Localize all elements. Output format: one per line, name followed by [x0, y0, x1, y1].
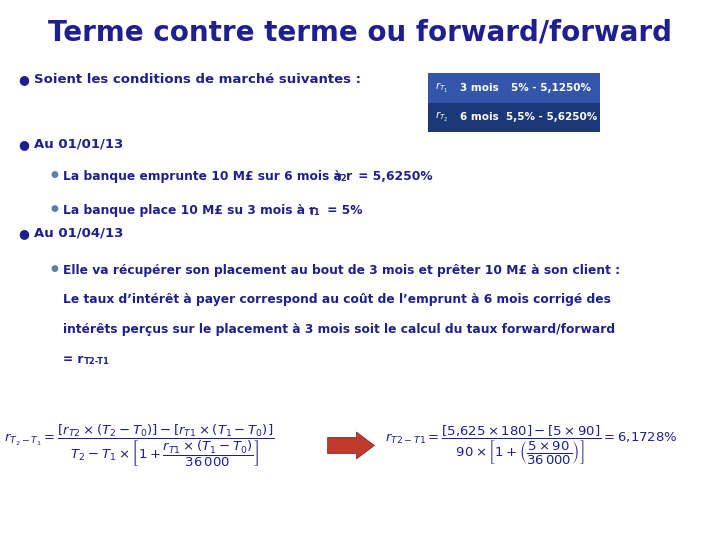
- Text: Au 01/01/13: Au 01/01/13: [34, 138, 123, 151]
- Text: ●: ●: [50, 204, 58, 213]
- Bar: [456, 103, 503, 132]
- Text: 5,5% - 5,6250%: 5,5% - 5,6250%: [505, 112, 597, 123]
- Text: 6 mois: 6 mois: [460, 112, 498, 123]
- Text: Au 01/04/13: Au 01/04/13: [34, 227, 123, 240]
- Bar: [428, 103, 456, 132]
- Text: $r_{T_{2}-T_{1}}=\dfrac{\left[r_{T2}\times(T_2-T_0)\right]-\left[r_{T1}\times(T_: $r_{T_{2}-T_{1}}=\dfrac{\left[r_{T2}\tim…: [4, 422, 274, 469]
- Text: ●: ●: [18, 73, 29, 86]
- Bar: [503, 103, 600, 132]
- Bar: [456, 73, 503, 103]
- Text: ●: ●: [18, 227, 29, 240]
- Text: T1: T1: [309, 208, 320, 217]
- Text: ●: ●: [50, 264, 58, 273]
- Text: Elle va récupérer son placement au bout de 3 mois et prêter 10 M£ à son client :: Elle va récupérer son placement au bout …: [63, 264, 621, 276]
- Text: $r_{T_2}$: $r_{T_2}$: [436, 110, 449, 125]
- Text: 5% - 5,1250%: 5% - 5,1250%: [511, 83, 591, 93]
- Text: 3 mois: 3 mois: [460, 83, 498, 93]
- Text: intérêts perçus sur le placement à 3 mois soit le calcul du taux forward/forward: intérêts perçus sur le placement à 3 moi…: [63, 323, 616, 336]
- Polygon shape: [328, 432, 374, 459]
- Text: La banque place 10 M£ su 3 mois à r: La banque place 10 M£ su 3 mois à r: [63, 204, 316, 217]
- Bar: [503, 73, 600, 103]
- Text: Le taux d’intérêt à payer correspond au coût de l’emprunt à 6 mois corrigé des: Le taux d’intérêt à payer correspond au …: [63, 293, 611, 306]
- Text: ●: ●: [18, 138, 29, 151]
- Text: ●: ●: [50, 170, 58, 179]
- Text: $r_{T_1}$: $r_{T_1}$: [436, 80, 449, 95]
- Text: = r: = r: [63, 353, 84, 366]
- Text: = 5%: = 5%: [323, 204, 363, 217]
- Text: T2: T2: [336, 174, 347, 184]
- Text: Soient les conditions de marché suivantes :: Soient les conditions de marché suivante…: [34, 73, 361, 86]
- Text: $r_{T2-T1}=\dfrac{\left[5{,}625\times180\right]-\left[5\times90\right]}{90\times: $r_{T2-T1}=\dfrac{\left[5{,}625\times180…: [385, 424, 678, 467]
- Bar: [428, 73, 456, 103]
- Text: Terme contre terme ou forward/forward: Terme contre terme ou forward/forward: [48, 19, 672, 47]
- Text: = 5,6250%: = 5,6250%: [354, 170, 432, 183]
- Text: La banque emprunte 10 M£ sur 6 mois à r: La banque emprunte 10 M£ sur 6 mois à r: [63, 170, 353, 183]
- Text: T2-T1: T2-T1: [84, 357, 109, 366]
